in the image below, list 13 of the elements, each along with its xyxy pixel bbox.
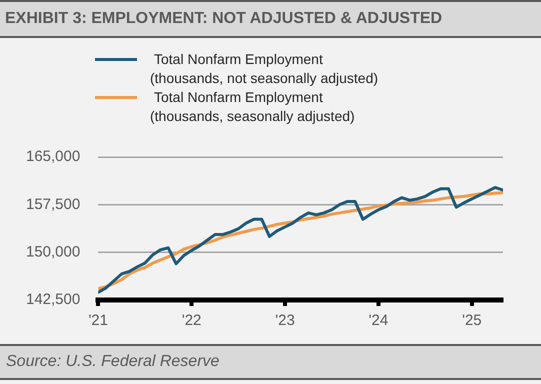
x-tick-label: '23: [275, 312, 295, 330]
y-tick-label: 150,000: [26, 243, 80, 260]
y-tick-label: 157,500: [26, 196, 80, 213]
chart-title: EXHIBIT 3: EMPLOYMENT: NOT ADJUSTED & ADJUSTED: [0, 0, 541, 38]
legend-label: Total Nonfarm Employment (thousands, not seasonally adjusted): [150, 51, 378, 86]
legend-label: Total Nonfarm Employment (thousands, seasonally adjusted): [150, 89, 355, 124]
source-note: Source: U.S. Federal Reserve: [6, 353, 220, 370]
y-tick-label: 165,000: [26, 148, 80, 166]
y-tick-label: 142,500: [26, 291, 80, 308]
x-tick-label: '22: [182, 312, 202, 330]
x-tick-label: '24: [368, 312, 388, 330]
x-tick-label: '25: [462, 312, 482, 330]
x-tick-label: '21: [88, 312, 108, 330]
